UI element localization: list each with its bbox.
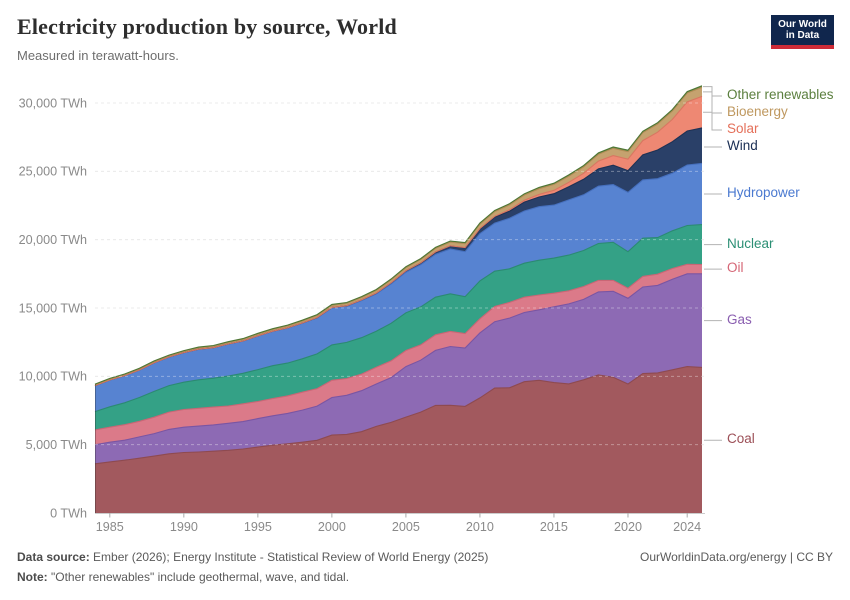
owid-logo-accent-bar (771, 45, 834, 49)
y-tick-label: 15,000 TWh (19, 301, 87, 315)
legend-item-coal[interactable]: Coal (727, 431, 755, 447)
owid-logo-line2: in Data (785, 30, 820, 41)
note-label: Note: (17, 570, 48, 584)
area-hydropower[interactable] (95, 163, 702, 412)
legend-connector (703, 91, 722, 114)
legend-connector (703, 86, 722, 97)
x-tick-label: 2015 (540, 520, 568, 534)
series-line-solar (94, 95, 703, 387)
data-source-text: Ember (2026); Energy Institute - Statist… (89, 550, 489, 564)
x-tick-label: 2000 (318, 520, 346, 534)
data-source-line: Data source: Ember (2026); Energy Instit… (17, 550, 488, 564)
area-coal[interactable] (95, 366, 702, 513)
y-tick-label: 0 TWh (50, 506, 87, 520)
owid-license-link[interactable]: OurWorldinData.org/energy | CC BY (640, 550, 833, 564)
area-oil[interactable] (95, 264, 702, 445)
series-line-bioenergy (94, 86, 703, 386)
owid-logo-line1: Our World (778, 19, 827, 30)
x-tick-label: 2005 (392, 520, 420, 534)
y-tick-label: 20,000 TWh (19, 233, 87, 247)
x-tick-label: 1990 (170, 520, 198, 534)
x-tick-label: 2020 (614, 520, 642, 534)
area-gas[interactable] (95, 273, 702, 464)
legend-item-solar[interactable]: Solar (727, 121, 759, 136)
series-line-other-renewables (94, 85, 703, 385)
x-tick-label: 1985 (96, 520, 124, 534)
y-tick-label: 5,000 TWh (26, 438, 87, 452)
series-line-gas (94, 273, 702, 446)
series-line-coal (94, 366, 703, 465)
x-tick-label: 2010 (466, 520, 494, 534)
x-tick-label: 1995 (244, 520, 272, 534)
owid-logo-box: Our World in Data (771, 15, 834, 45)
note-text: "Other renewables" include geothermal, w… (47, 570, 350, 584)
legend-item-oil[interactable]: Oil (727, 260, 744, 276)
series-line-nuclear (94, 224, 703, 413)
legend-item-wind[interactable]: Wind (727, 138, 758, 153)
legend-connector (703, 111, 722, 131)
y-tick-label: 10,000 TWh (19, 370, 87, 384)
chart-subtitle: Measured in terawatt-hours. (17, 48, 179, 63)
series-line-oil (94, 263, 703, 431)
area-nuclear[interactable] (95, 224, 702, 430)
legend-item-hydropower[interactable]: Hydropower (727, 185, 800, 201)
y-tick-label: 30,000 TWh (19, 96, 87, 110)
data-source-label: Data source: (17, 550, 90, 564)
legend-item-gas[interactable]: Gas (727, 311, 752, 327)
note-line: Note: "Other renewables" include geother… (17, 570, 349, 584)
owid-logo[interactable]: Our World in Data (771, 15, 834, 49)
legend-item-other-renewables[interactable]: Other renewables (727, 87, 834, 102)
legend-item-nuclear[interactable]: Nuclear (727, 235, 774, 251)
y-tick-label: 25,000 TWh (19, 165, 87, 179)
legend-item-bioenergy[interactable]: Bioenergy (727, 104, 788, 119)
x-tick-label: 2024 (673, 520, 701, 534)
page-title: Electricity production by source, World (17, 14, 397, 39)
